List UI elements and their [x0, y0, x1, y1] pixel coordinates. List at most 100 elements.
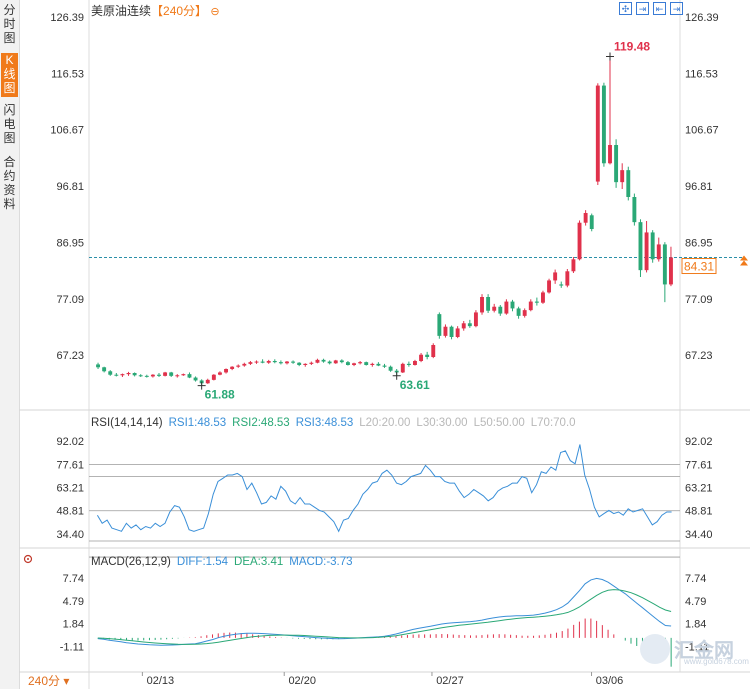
scroll-end-icon[interactable]: ⇥	[670, 2, 683, 15]
tab-time-sharing[interactable]: 分时图	[3, 3, 16, 45]
low-price-label: 61.88	[205, 388, 235, 402]
candle	[132, 373, 137, 376]
candle	[553, 272, 558, 281]
tab-candlestick[interactable]: K线图	[1, 53, 18, 97]
candle	[96, 364, 100, 368]
candle	[278, 362, 283, 364]
candle	[571, 259, 576, 272]
instrument-title: 美原油连续	[91, 4, 152, 18]
chevron-down-icon: ▾	[63, 674, 70, 688]
candle	[443, 326, 448, 336]
candle	[614, 145, 619, 183]
candle	[437, 314, 442, 336]
candle	[473, 312, 478, 327]
candle	[486, 297, 491, 311]
candle	[626, 170, 631, 197]
macd-legend: MACD(26,12,9) DIFF:1.54 DEA:3.41 MACD:-3.73	[91, 556, 359, 568]
candle	[467, 323, 472, 327]
candle	[224, 369, 228, 373]
zoom-in-icon[interactable]: ⇥	[636, 2, 649, 15]
price-axis-right-label: 67.23	[685, 350, 713, 362]
rsi-axis-right-label: 34.40	[685, 529, 713, 541]
zoom-out-icon[interactable]: ⇤	[653, 2, 666, 15]
rsi-axis-left-label: 92.02	[56, 436, 84, 448]
candle	[345, 362, 350, 365]
rsi2-value: RSI2:48.53	[232, 417, 290, 429]
watermark-logo-icon	[640, 634, 670, 664]
x-axis-label: 02/20	[288, 675, 316, 687]
candle	[510, 301, 515, 309]
candle	[217, 372, 222, 375]
candle	[431, 345, 436, 357]
rsi-axis-left-label: 77.61	[56, 459, 84, 471]
candle	[388, 366, 393, 371]
tab-contract-info[interactable]: 合约资料	[3, 155, 16, 211]
candle	[144, 375, 149, 377]
tab-flash[interactable]: 闪电图	[3, 103, 16, 145]
candle	[565, 271, 570, 286]
candle	[382, 365, 387, 367]
price-axis-right-label: 96.81	[685, 181, 713, 193]
candle	[589, 215, 594, 229]
candle	[449, 326, 454, 337]
candle	[577, 222, 582, 260]
candle	[364, 362, 369, 365]
candle	[102, 367, 107, 372]
price-axis-right-label: 86.95	[685, 237, 713, 249]
period-label[interactable]: 【240分】	[151, 4, 208, 18]
candle	[492, 306, 497, 311]
macd-axis-left-label: -1.11	[60, 641, 84, 653]
candle	[254, 361, 259, 363]
rsi-axis-right-label: 77.61	[685, 459, 713, 471]
macd-axis-right-label: 7.74	[685, 573, 706, 585]
rsi1-value: RSI1:48.53	[168, 417, 227, 429]
price-axis-left-label: 67.23	[56, 350, 84, 362]
price-axis-left-label: 77.09	[56, 294, 84, 306]
price-axis-left-label: 126.39	[50, 12, 84, 24]
candle	[236, 365, 241, 367]
candle	[400, 363, 405, 373]
rsi-line	[96, 444, 672, 533]
watermark-url: www.gold678.com	[684, 657, 749, 666]
last-price-label: 84.31	[684, 260, 714, 274]
price-axis-right-label: 77.09	[685, 294, 713, 306]
macd-axis-left-label: 1.84	[63, 619, 84, 631]
circle-minus-icon[interactable]: ⊖	[210, 6, 220, 18]
candle	[595, 85, 600, 182]
settings-icon	[23, 554, 33, 564]
dea-value: DEA:3.41	[234, 556, 284, 568]
low-marker	[197, 381, 206, 390]
price-axis-right-label: 106.67	[685, 125, 719, 137]
candle	[516, 308, 521, 316]
period-selector-label: 240分	[28, 674, 61, 688]
candle	[662, 244, 667, 285]
price-axis-left-label: 116.53	[51, 68, 84, 80]
settings-icon	[27, 558, 29, 560]
chart-header: 美原油连续【240分】 ⊖	[91, 2, 220, 19]
settings-icon	[23, 554, 33, 564]
candle	[547, 280, 552, 293]
candle	[498, 306, 503, 314]
x-axis-label: 03/06	[596, 675, 624, 687]
rsi-axis-right-label: 63.21	[685, 483, 713, 495]
macd-axis-left-label: 4.79	[63, 596, 84, 608]
candle	[608, 145, 612, 164]
macd-axis-left-label: 7.74	[63, 573, 84, 585]
candle	[187, 374, 192, 378]
candle	[193, 377, 198, 381]
rsi3-value: RSI3:48.53	[295, 417, 354, 429]
candle	[480, 297, 484, 313]
watermark: 汇金网 www.gold678.com	[640, 632, 749, 668]
high-marker	[606, 52, 615, 61]
crosshair-icon[interactable]: ✣	[619, 2, 632, 15]
low-marker	[392, 371, 401, 380]
candle	[126, 373, 131, 375]
price-axis-right-label: 126.39	[685, 12, 719, 24]
candle	[455, 328, 460, 337]
candle	[260, 361, 265, 363]
high-price-label: 119.48	[614, 40, 650, 54]
candle	[650, 232, 655, 260]
period-selector[interactable]: 240分 ▾	[20, 673, 90, 689]
candle	[620, 170, 625, 183]
